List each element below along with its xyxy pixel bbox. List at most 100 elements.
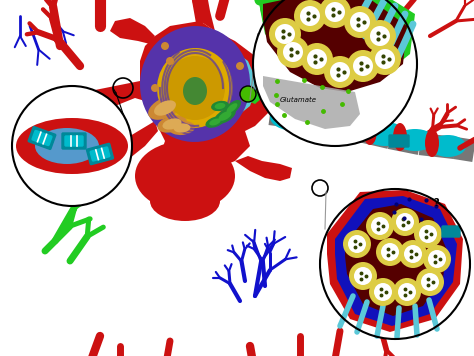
FancyBboxPatch shape [28, 127, 56, 150]
Ellipse shape [16, 118, 128, 174]
Ellipse shape [404, 245, 422, 263]
Ellipse shape [381, 243, 399, 261]
Ellipse shape [343, 230, 371, 258]
Ellipse shape [391, 208, 419, 236]
FancyBboxPatch shape [65, 136, 83, 146]
Ellipse shape [399, 240, 427, 268]
FancyBboxPatch shape [87, 143, 113, 164]
Ellipse shape [223, 100, 241, 116]
Ellipse shape [151, 84, 159, 92]
Ellipse shape [364, 122, 406, 146]
Text: ?: ? [433, 198, 438, 208]
Polygon shape [263, 76, 360, 129]
Ellipse shape [369, 43, 401, 75]
Ellipse shape [135, 141, 235, 211]
Circle shape [320, 189, 470, 339]
FancyBboxPatch shape [90, 147, 110, 161]
Ellipse shape [227, 103, 237, 113]
Ellipse shape [354, 267, 372, 285]
Ellipse shape [287, 100, 303, 112]
Ellipse shape [325, 2, 345, 22]
Ellipse shape [269, 18, 301, 50]
Ellipse shape [35, 128, 99, 164]
Ellipse shape [215, 103, 225, 109]
Ellipse shape [294, 0, 326, 32]
Ellipse shape [303, 106, 317, 134]
Ellipse shape [211, 101, 229, 111]
Ellipse shape [169, 121, 195, 135]
Polygon shape [155, 141, 178, 211]
Polygon shape [150, 34, 258, 126]
Ellipse shape [344, 6, 376, 38]
Ellipse shape [374, 283, 392, 301]
Circle shape [253, 0, 417, 146]
Ellipse shape [428, 250, 446, 268]
Ellipse shape [369, 278, 397, 306]
Ellipse shape [173, 124, 191, 132]
Ellipse shape [353, 56, 373, 76]
Ellipse shape [398, 283, 416, 301]
Ellipse shape [363, 117, 377, 145]
FancyBboxPatch shape [62, 133, 86, 149]
Polygon shape [192, 0, 215, 31]
FancyBboxPatch shape [442, 226, 460, 237]
Ellipse shape [395, 129, 435, 151]
Ellipse shape [419, 225, 437, 243]
Polygon shape [235, 156, 292, 181]
Ellipse shape [348, 235, 366, 253]
Ellipse shape [166, 57, 174, 65]
Ellipse shape [307, 49, 327, 69]
Ellipse shape [347, 50, 379, 82]
Ellipse shape [414, 220, 442, 248]
Polygon shape [335, 196, 457, 326]
Ellipse shape [283, 42, 303, 62]
Ellipse shape [154, 100, 176, 116]
Ellipse shape [319, 0, 351, 28]
Ellipse shape [396, 213, 414, 231]
Ellipse shape [183, 77, 207, 105]
Ellipse shape [317, 106, 333, 118]
FancyBboxPatch shape [32, 131, 52, 146]
Ellipse shape [423, 245, 451, 273]
Polygon shape [260, 0, 415, 84]
Ellipse shape [157, 48, 233, 128]
Ellipse shape [301, 43, 333, 75]
Ellipse shape [163, 119, 182, 130]
Polygon shape [248, 0, 280, 104]
Ellipse shape [377, 118, 393, 130]
Ellipse shape [425, 129, 439, 157]
Polygon shape [263, 0, 407, 92]
Ellipse shape [277, 36, 309, 68]
Ellipse shape [349, 262, 377, 290]
Ellipse shape [140, 26, 250, 142]
Ellipse shape [393, 278, 421, 306]
Polygon shape [110, 18, 155, 44]
Ellipse shape [364, 20, 396, 52]
Ellipse shape [393, 123, 407, 151]
Ellipse shape [214, 108, 236, 124]
Ellipse shape [275, 24, 295, 44]
Polygon shape [70, 81, 145, 116]
Circle shape [240, 86, 256, 102]
Polygon shape [140, 21, 280, 171]
FancyBboxPatch shape [389, 135, 409, 147]
Ellipse shape [157, 115, 187, 133]
Ellipse shape [302, 109, 348, 135]
Ellipse shape [205, 116, 225, 128]
Ellipse shape [150, 181, 220, 221]
Ellipse shape [333, 116, 377, 140]
Polygon shape [82, 121, 158, 181]
Ellipse shape [209, 119, 221, 125]
Ellipse shape [370, 26, 390, 46]
Ellipse shape [300, 6, 320, 26]
Ellipse shape [430, 135, 466, 157]
Ellipse shape [371, 217, 389, 235]
Ellipse shape [366, 212, 394, 240]
Polygon shape [327, 190, 463, 332]
Ellipse shape [219, 111, 231, 121]
Ellipse shape [333, 111, 347, 139]
Polygon shape [345, 204, 447, 316]
Ellipse shape [350, 12, 370, 32]
Ellipse shape [416, 268, 444, 296]
Ellipse shape [347, 112, 363, 124]
